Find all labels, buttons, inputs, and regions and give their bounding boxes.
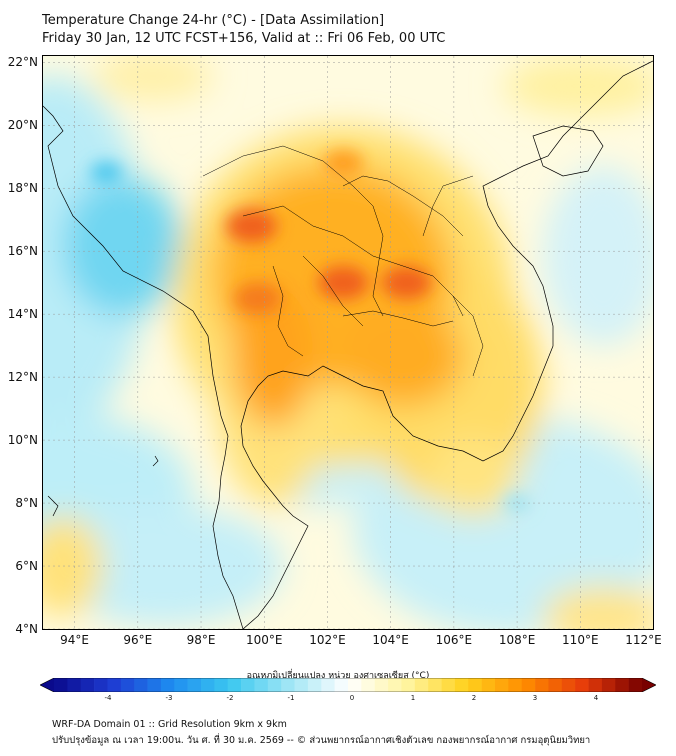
colorbar-cell (374, 678, 389, 692)
colorbar-cell (615, 678, 629, 692)
colorbar-cell (628, 678, 643, 692)
colorbar (40, 678, 656, 692)
colorbar-cell (388, 678, 402, 692)
map-title: Temperature Change 24-hr (°C) - [Data As… (42, 13, 385, 28)
colorbar-cells (40, 678, 656, 692)
latitude-tick-label: 14°N (7, 307, 38, 322)
temperature-change-map (42, 55, 654, 630)
colorbar-tick-label: -2 (226, 694, 234, 702)
colorbar-tick-label: 1 (410, 694, 416, 702)
coastlines (43, 60, 653, 629)
hotspot (90, 162, 122, 183)
colorbar-cell (535, 678, 549, 692)
colorbar-cell (481, 678, 496, 692)
colorbar-cell (495, 678, 509, 692)
latitude-tick-label: 22°N (7, 55, 38, 70)
colorbar-tick-label: -1 (287, 694, 295, 702)
colorbar-cell (187, 678, 202, 692)
colorbar-cell (254, 678, 269, 692)
colorbar-tick-label: 3 (532, 694, 538, 702)
colorbar-cell (120, 678, 135, 692)
longitude-tick-label: 96°E (123, 633, 153, 647)
map-canvas (43, 56, 653, 629)
latitude-tick-label: 12°N (7, 370, 38, 385)
hotspot (381, 266, 432, 300)
hotspot (226, 209, 277, 243)
colorbar-cell (307, 678, 322, 692)
colorbar-cell (281, 678, 295, 692)
longitude-tick-label: 94°E (60, 633, 90, 647)
longitude-tick-label: 112°E (625, 633, 662, 647)
colorbar-cell (348, 678, 362, 692)
provincial-borders (202, 145, 484, 377)
colorbar-cell (521, 678, 536, 692)
colorbar-cell (414, 678, 429, 692)
colorbar-cell (428, 678, 442, 692)
hotspot (323, 149, 364, 177)
colorbar-cell (67, 678, 82, 692)
latitude-tick-label: 4°N (15, 622, 38, 636)
colorbar-tick-label: -4 (104, 694, 112, 702)
colorbar-cell (454, 678, 469, 692)
latitude-tick-label: 16°N (7, 244, 38, 259)
colorbar-cell (241, 678, 255, 692)
colorbar-cell (54, 678, 68, 692)
colorbar-cell (601, 678, 616, 692)
colorbar-cell (174, 678, 188, 692)
colorbar-cell (214, 678, 229, 692)
colorbar-cell (94, 678, 108, 692)
colorbar-cell (201, 678, 215, 692)
colorbar-cell (361, 678, 376, 692)
colorbar-cell (267, 678, 282, 692)
longitude-tick-label: 104°E (372, 633, 409, 647)
hotspot (234, 282, 282, 315)
colorbar-cell (227, 678, 242, 692)
latitude-tick-label: 8°N (15, 496, 38, 511)
hotspot (503, 494, 531, 512)
colorbar-min-extend (40, 678, 54, 692)
colorbar-cell (147, 678, 162, 692)
latitude-tick-label: 20°N (7, 118, 38, 133)
colorbar-max-extend (642, 678, 656, 692)
colorbar-label: อุณหภูมิเปลี่ยนแปลง หน่วย องศาเซลเซียส (… (246, 671, 430, 681)
colorbar-tick-label: 2 (471, 694, 477, 702)
colorbar-cell (107, 678, 122, 692)
colorbar-cell (134, 678, 148, 692)
model-info: WRF-DA Domain 01 :: Grid Resolution 9km … (52, 719, 287, 730)
colorbar-cell (334, 678, 349, 692)
colorbar-cell (561, 678, 576, 692)
hotspot (318, 265, 369, 300)
colorbar-cell (401, 678, 416, 692)
longitude-tick-label: 108°E (498, 633, 536, 647)
credit-line: ปรับปรุงข้อมูล ณ เวลา 19:00น. วัน ศ. ที่… (52, 735, 591, 746)
colorbar-cell (468, 678, 482, 692)
colorbar-tick-label: 0 (349, 694, 355, 702)
longitude-tick-label: 106°E (435, 633, 473, 647)
colorbar-cell (80, 678, 95, 692)
longitude-tick-label: 98°E (186, 633, 216, 647)
colorbar-cell (575, 678, 589, 692)
longitude-tick-label: 110°E (562, 633, 599, 647)
map-subtitle: Friday 30 Jan, 12 UTC FCST+156, Valid at… (42, 31, 446, 46)
colorbar-tick-label: -3 (165, 694, 173, 702)
colorbar-cell (588, 678, 603, 692)
latitude-tick-label: 10°N (7, 433, 38, 448)
latitude-tick-label: 18°N (7, 181, 38, 196)
colorbar-tick-label: 4 (593, 694, 599, 702)
colorbar-cell (441, 678, 456, 692)
lat-lon-grid (43, 56, 653, 629)
latitude-tick-label: 6°N (15, 559, 38, 574)
colorbar-cell (294, 678, 309, 692)
longitude-tick-label: 100°E (245, 633, 283, 647)
colorbar-cell (508, 678, 523, 692)
colorbar-cell (160, 678, 175, 692)
colorbar-cell (321, 678, 335, 692)
colorbar-cell (548, 678, 563, 692)
longitude-tick-label: 102°E (309, 633, 346, 647)
